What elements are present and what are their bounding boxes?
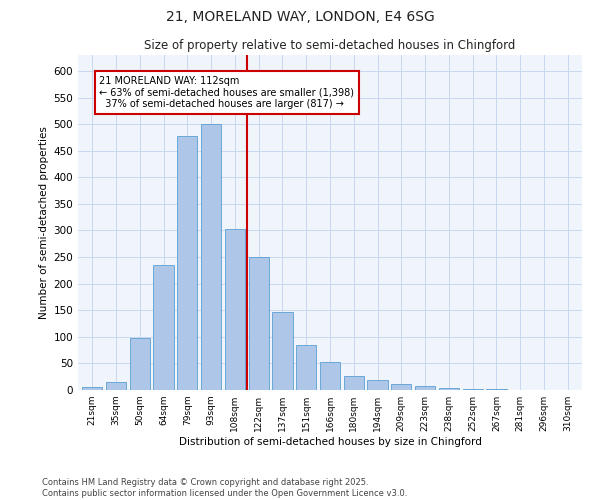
Bar bbox=[367, 380, 388, 390]
Text: Contains HM Land Registry data © Crown copyright and database right 2025.
Contai: Contains HM Land Registry data © Crown c… bbox=[42, 478, 407, 498]
Bar bbox=[130, 338, 150, 390]
Bar bbox=[272, 312, 293, 390]
Bar bbox=[320, 362, 340, 390]
Title: Size of property relative to semi-detached houses in Chingford: Size of property relative to semi-detach… bbox=[145, 40, 515, 52]
Bar bbox=[225, 229, 245, 390]
Bar bbox=[439, 388, 459, 390]
Bar bbox=[463, 389, 483, 390]
Text: 21 MORELAND WAY: 112sqm
← 63% of semi-detached houses are smaller (1,398)
  37% : 21 MORELAND WAY: 112sqm ← 63% of semi-de… bbox=[100, 76, 355, 110]
Bar bbox=[106, 382, 126, 390]
Text: 21, MORELAND WAY, LONDON, E4 6SG: 21, MORELAND WAY, LONDON, E4 6SG bbox=[166, 10, 434, 24]
Bar bbox=[415, 386, 435, 390]
Bar bbox=[248, 257, 269, 390]
Y-axis label: Number of semi-detached properties: Number of semi-detached properties bbox=[39, 126, 49, 319]
Bar bbox=[344, 376, 364, 390]
X-axis label: Distribution of semi-detached houses by size in Chingford: Distribution of semi-detached houses by … bbox=[179, 437, 481, 447]
Bar bbox=[82, 388, 103, 390]
Bar bbox=[177, 136, 197, 390]
Bar bbox=[391, 384, 412, 390]
Bar bbox=[296, 345, 316, 390]
Bar bbox=[201, 124, 221, 390]
Bar bbox=[154, 265, 173, 390]
